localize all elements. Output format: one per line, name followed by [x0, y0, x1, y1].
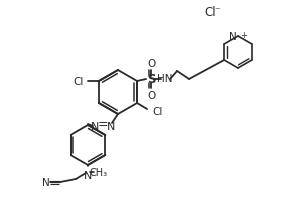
Text: +: + [240, 30, 247, 39]
Text: N: N [107, 121, 115, 131]
Text: N: N [42, 177, 50, 187]
Text: CH₃: CH₃ [90, 167, 108, 177]
Text: Cl: Cl [204, 6, 216, 19]
Text: =: = [98, 118, 108, 131]
Text: O: O [147, 59, 155, 69]
Text: Cl: Cl [152, 106, 162, 116]
Text: S: S [147, 73, 155, 86]
Text: ⁻: ⁻ [214, 6, 220, 16]
Text: HN: HN [157, 74, 173, 84]
Text: Cl: Cl [74, 77, 84, 87]
Text: O: O [147, 91, 155, 100]
Text: N: N [84, 170, 92, 180]
Text: N: N [229, 32, 237, 42]
Text: N: N [91, 121, 99, 131]
